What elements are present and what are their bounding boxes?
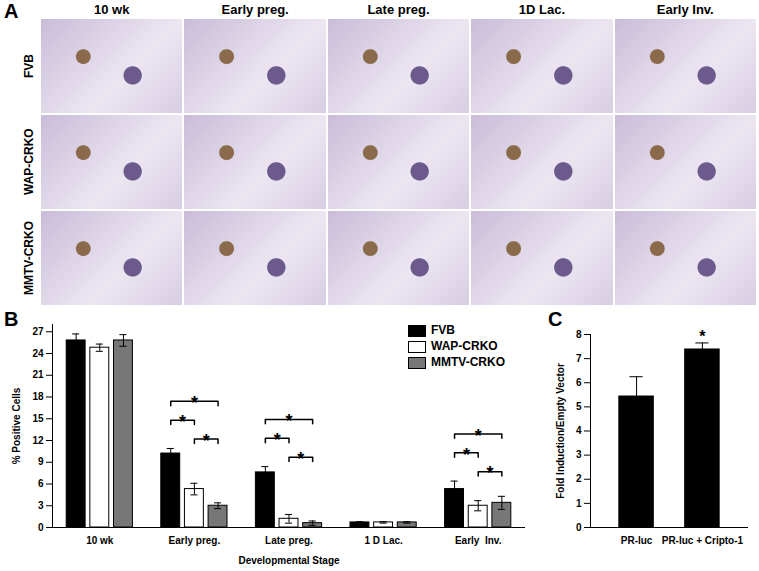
html-text:A: A bbox=[4, 0, 19, 22]
svg-text:*: * bbox=[203, 431, 210, 451]
svg-text:PR-luc: PR-luc bbox=[621, 535, 653, 546]
svg-text:*: * bbox=[191, 393, 198, 413]
html-text:WAP-CRKO: WAP-CRKO bbox=[22, 128, 36, 196]
html-text:MMTV-CRKO: MMTV-CRKO bbox=[431, 355, 505, 369]
svg-text:3: 3 bbox=[576, 449, 582, 460]
svg-text:5: 5 bbox=[576, 401, 582, 412]
svg-text:0: 0 bbox=[576, 522, 582, 533]
svg-text:2: 2 bbox=[576, 473, 582, 484]
svg-text:Fold Induction/Empty Vector: Fold Induction/Empty Vector bbox=[555, 363, 566, 499]
html-text:Early preg.: Early preg. bbox=[221, 2, 289, 17]
svg-text:3: 3 bbox=[38, 500, 44, 511]
svg-text:*: * bbox=[274, 430, 281, 450]
svg-text:*: * bbox=[475, 426, 482, 446]
svg-text:4: 4 bbox=[576, 425, 582, 436]
svg-text:Late preg.: Late preg. bbox=[265, 535, 313, 546]
html-text:MMTV-CRKO: MMTV-CRKO bbox=[22, 221, 36, 295]
svg-text:9: 9 bbox=[38, 456, 44, 467]
html-text:WAP-CRKO: WAP-CRKO bbox=[431, 339, 498, 353]
svg-text:15: 15 bbox=[32, 413, 44, 424]
svg-text:6: 6 bbox=[38, 478, 44, 489]
svg-text:*: * bbox=[463, 445, 470, 465]
svg-text:*: * bbox=[297, 449, 304, 469]
html-text:C: C bbox=[548, 308, 563, 330]
svg-text:8: 8 bbox=[576, 329, 582, 340]
svg-text:Developmental Stage: Developmental Stage bbox=[238, 555, 340, 566]
svg-text:1: 1 bbox=[576, 498, 582, 509]
svg-text:1 D Lac.: 1 D Lac. bbox=[364, 535, 403, 546]
svg-text:12: 12 bbox=[32, 435, 44, 446]
svg-text:27: 27 bbox=[32, 326, 44, 337]
svg-text:7: 7 bbox=[576, 353, 582, 364]
html-text:1D Lac.: 1D Lac. bbox=[518, 2, 565, 17]
html-text:Early Inv.: Early Inv. bbox=[656, 2, 714, 17]
svg-text:Early Inv.: Early Inv. bbox=[455, 535, 502, 546]
svg-text:6: 6 bbox=[576, 377, 582, 388]
svg-text:18: 18 bbox=[32, 391, 44, 402]
svg-text:*: * bbox=[285, 411, 292, 431]
svg-text:0: 0 bbox=[38, 522, 44, 533]
svg-text:*: * bbox=[699, 328, 706, 345]
html-text:FVB: FVB bbox=[431, 323, 455, 337]
svg-text:21: 21 bbox=[32, 369, 44, 380]
svg-text:% Positive Cells: % Positive Cells bbox=[11, 387, 22, 464]
html-text:FVB: FVB bbox=[22, 54, 36, 78]
svg-text:PR-luc + Cripto-1: PR-luc + Cripto-1 bbox=[662, 535, 744, 546]
svg-text:10 wk: 10 wk bbox=[86, 535, 114, 546]
html-text:10 wk: 10 wk bbox=[94, 2, 130, 17]
svg-text:24: 24 bbox=[32, 348, 44, 359]
html-text:B: B bbox=[4, 308, 19, 330]
svg-text:*: * bbox=[487, 463, 494, 483]
svg-text:Early preg.: Early preg. bbox=[169, 535, 221, 546]
svg-text:*: * bbox=[179, 412, 186, 432]
html-text:Late preg.: Late preg. bbox=[367, 2, 430, 17]
